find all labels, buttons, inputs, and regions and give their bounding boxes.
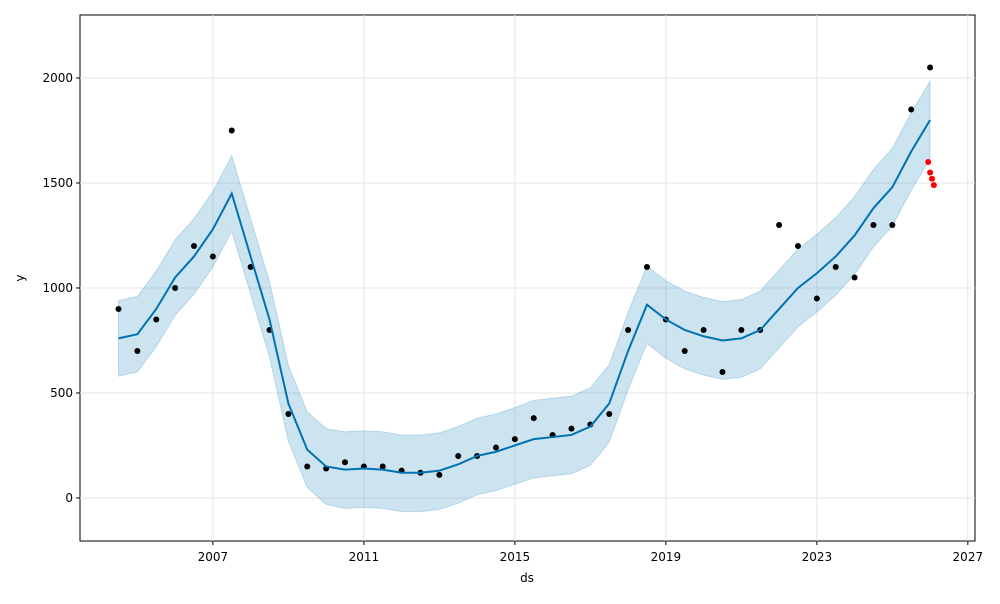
- actual-point: [492, 444, 499, 451]
- actual-point: [209, 253, 216, 260]
- test-point: [930, 182, 937, 189]
- x-tick-label: 2027: [953, 550, 984, 564]
- actual-point: [455, 452, 462, 459]
- actual-point: [832, 263, 839, 270]
- x-axis-label: ds: [520, 571, 534, 585]
- actual-point: [625, 326, 632, 333]
- x-tick-label: 2007: [198, 550, 229, 564]
- y-tick-label: 1500: [42, 176, 73, 190]
- actual-point: [568, 425, 575, 432]
- actual-point: [172, 284, 179, 291]
- actual-point: [719, 368, 726, 375]
- actual-point: [115, 305, 122, 312]
- actual-point: [304, 463, 311, 470]
- forecast-line: [118, 119, 931, 474]
- y-axis-label: y: [13, 274, 27, 281]
- actual-point: [643, 263, 650, 270]
- test-point: [928, 175, 935, 182]
- actual-point: [379, 463, 386, 470]
- plot-frame: [79, 14, 976, 542]
- actual-point: [247, 263, 254, 270]
- y-tick-label: 0: [65, 491, 73, 505]
- uncertainty-band: [118, 79, 931, 513]
- actual-point: [606, 410, 613, 417]
- actual-point: [813, 295, 820, 302]
- test-point: [927, 169, 934, 176]
- y-tick-label: 1000: [42, 281, 73, 295]
- actual-point: [681, 347, 688, 354]
- actual-point: [776, 221, 783, 228]
- x-tick-label: 2011: [349, 550, 380, 564]
- actual-point: [511, 436, 518, 443]
- actual-point: [738, 326, 745, 333]
- x-tick-label: 2023: [802, 550, 833, 564]
- actual-point: [134, 347, 141, 354]
- actual-point: [851, 274, 858, 281]
- actual-point: [341, 459, 348, 466]
- y-tick-label: 500: [50, 386, 73, 400]
- x-tick-label: 2015: [500, 550, 531, 564]
- y-tick-label: 2000: [42, 71, 73, 85]
- actual-point: [908, 106, 915, 113]
- actual-point: [228, 127, 235, 134]
- actual-point: [927, 64, 934, 71]
- actual-point: [190, 242, 197, 249]
- x-tick-label: 2019: [651, 550, 682, 564]
- actual-point: [285, 410, 292, 417]
- actual-point: [700, 326, 707, 333]
- test-point: [925, 158, 932, 165]
- actual-point: [889, 221, 896, 228]
- actual-point: [870, 221, 877, 228]
- actual-point: [436, 471, 443, 478]
- actual-point: [530, 415, 537, 422]
- actual-point: [794, 242, 801, 249]
- actual-point: [153, 316, 160, 323]
